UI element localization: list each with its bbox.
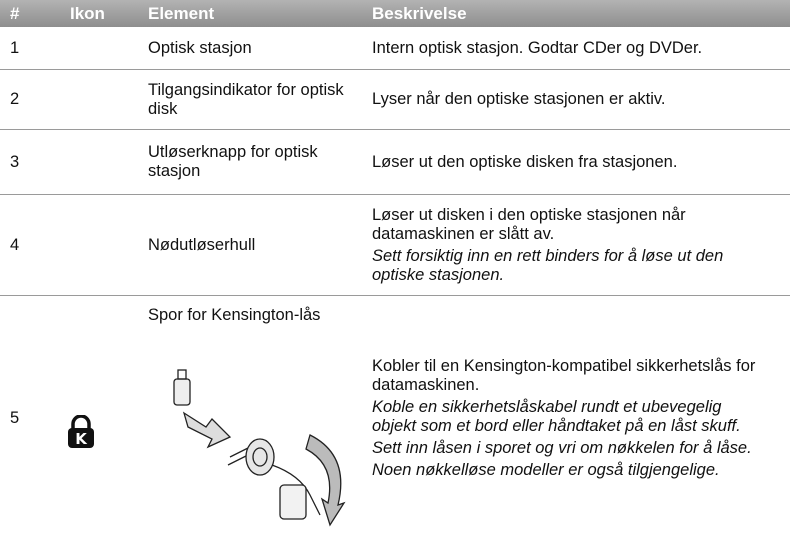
description: Kobler til en Kensington-kompatibel sikk… xyxy=(372,296,767,540)
description: Løser ut den optiske disken fra stasjone… xyxy=(372,130,767,194)
header-cell: # xyxy=(10,4,20,23)
kensington-icon: K xyxy=(68,415,94,448)
description-text: Kobler til en Kensington-kompatibel sikk… xyxy=(372,356,756,394)
element-name: Utløserknapp for optisk stasjon xyxy=(148,130,348,194)
description-text: Intern optisk stasjon. Godtar CDer og DV… xyxy=(372,38,703,57)
header-cell: Element xyxy=(148,4,215,23)
element-text: Spor for Kensington-lås xyxy=(148,306,321,324)
description-text: Løser ut disken i den optiske stasjonen … xyxy=(372,205,686,243)
element-name: Optisk stasjon xyxy=(148,27,348,69)
header-cell: Beskrivelse xyxy=(372,4,467,23)
element-name: Tilgangsindikator for optisk disk xyxy=(148,70,348,129)
table-row: 3 Utløserknapp for optisk stasjon Løser ut… xyxy=(0,130,790,195)
table-row: 2 Tilgangsindikator for optisk disk Lyser … xyxy=(0,70,790,130)
svg-text:K: K xyxy=(75,430,88,448)
table-row: 4 Nødutløserhull Løser ut disken i den opt… xyxy=(0,195,790,296)
lock-illustration xyxy=(173,369,346,527)
element-text: Utløserknapp for optisk stasjon xyxy=(148,143,318,180)
description-note: Koble en sikkerhetslåskabel rundt et ube… xyxy=(372,397,741,435)
table-row: 5 Spor for Kensington-lås Kobler til en Ke… xyxy=(0,296,790,540)
description-note: Sett forsiktig inn en rett binders for å… xyxy=(372,246,724,284)
table-header: # Ikon Element Beskrivelse xyxy=(0,0,790,27)
table-row: 1 Optisk stasjon Intern optisk stasjon. Go… xyxy=(0,27,790,70)
header-cell: Ikon xyxy=(70,4,105,23)
description: Lyser når den optiske stasjonen er aktiv… xyxy=(372,70,767,129)
element-name: Nødutløserhull xyxy=(148,195,348,295)
description-text: Løser ut den optiske disken fra stasjone… xyxy=(372,152,678,171)
description: Intern optisk stasjon. Godtar CDer og DV… xyxy=(372,27,767,69)
description-note: Sett inn låsen i sporet og vri om nøkkel… xyxy=(372,438,752,457)
description-note: Noen nøkkelløse modeller er også tilgjen… xyxy=(372,460,720,479)
description-text: Lyser når den optiske stasjonen er aktiv… xyxy=(372,90,666,108)
row-number: 2 xyxy=(10,90,20,108)
row-number: 3 xyxy=(10,152,20,171)
element-text: Tilgangsindikator for optisk disk xyxy=(148,80,344,118)
element-text: Nødutløserhull xyxy=(148,235,256,254)
row-number: 4 xyxy=(10,235,20,254)
element-text: Optisk stasjon xyxy=(148,38,252,57)
row-number: 1 xyxy=(10,38,20,57)
row-number: 5 xyxy=(10,408,20,427)
element-name: Spor for Kensington-lås xyxy=(148,296,338,540)
description: Løser ut disken i den optiske stasjonen … xyxy=(372,195,767,295)
